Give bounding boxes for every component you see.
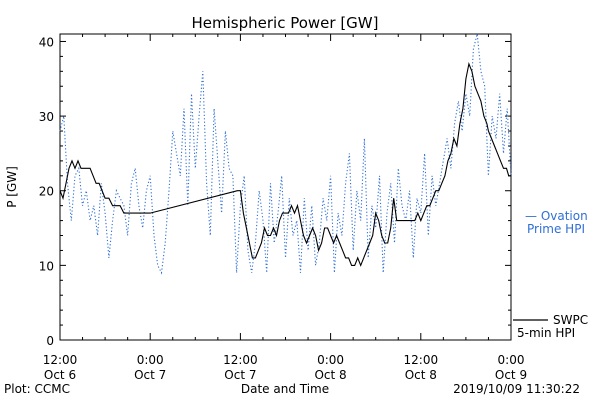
x-tick-time: 0:00 <box>317 353 344 367</box>
chart-title: Hemispheric Power [GW] <box>192 14 379 32</box>
x-tick-date: Oct 7 <box>224 368 256 382</box>
y-tick-label: 30 <box>39 110 54 124</box>
x-tick-date: Oct 6 <box>44 368 76 382</box>
series-ovation-line <box>59 33 512 275</box>
x-tick-time: 0:00 <box>498 353 525 367</box>
x-tick-date: Oct 9 <box>495 368 527 382</box>
x-tick-date: Oct 7 <box>134 368 166 382</box>
x-tick-time: 0:00 <box>137 353 164 367</box>
x-tick-time: 12:00 <box>43 353 78 367</box>
x-tick-date: Oct 8 <box>405 368 437 382</box>
x-tick-date: Oct 8 <box>314 368 346 382</box>
x-axis-label: Date and Time <box>241 382 329 396</box>
footer-plot-source: Plot: CCMC <box>4 382 70 396</box>
legend-ovation-line1: — Ovation <box>525 209 588 223</box>
footer-timestamp: 2019/10/09 11:30:22 <box>453 382 580 396</box>
y-tick-label: 40 <box>39 35 54 49</box>
x-tick-time: 12:00 <box>404 353 439 367</box>
y-tick-label: 20 <box>39 185 54 199</box>
legend-swpc-line1: SWPC <box>553 313 588 327</box>
legend-ovation-line2: Prime HPI <box>527 222 585 236</box>
series-swpc-line <box>59 61 511 267</box>
plot-frame <box>59 33 512 341</box>
legend-swpc-line2: 5-min HPI <box>517 326 575 340</box>
y-axis-label: P [GW] <box>5 166 19 208</box>
series-layer <box>59 33 512 275</box>
y-tick-label: 0 <box>46 334 54 348</box>
legend-swpc: SWPC 5-min HPI <box>513 313 588 340</box>
y-tick-label: 10 <box>39 259 54 273</box>
x-tick-time: 12:00 <box>223 353 258 367</box>
y-axis: 0 10 20 30 40 <box>39 35 511 348</box>
legend-ovation: — Ovation Prime HPI <box>525 209 588 236</box>
